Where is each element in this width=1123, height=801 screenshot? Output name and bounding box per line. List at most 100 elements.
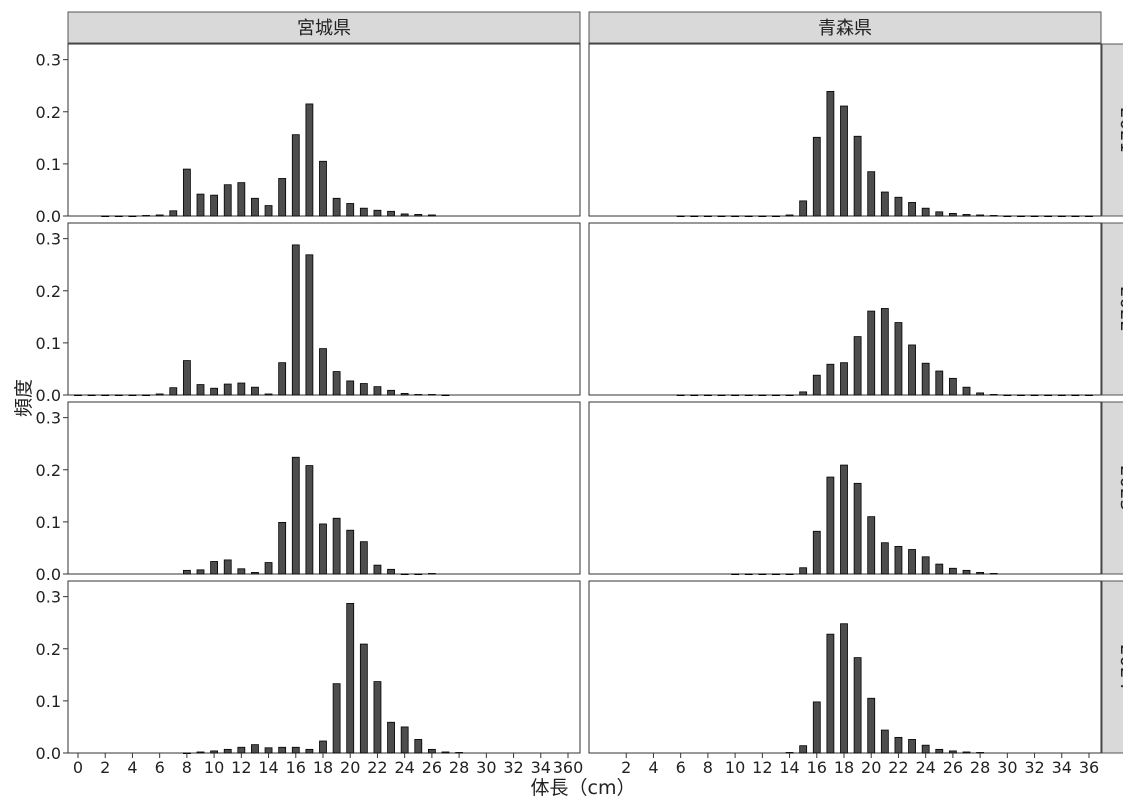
bar	[799, 745, 808, 754]
y-tick-label: 0.2	[36, 640, 61, 659]
bar	[976, 214, 985, 217]
bar	[894, 545, 903, 575]
bar	[772, 215, 780, 218]
bar	[785, 752, 794, 754]
bar	[427, 748, 436, 754]
y-tick-label: 0.0	[36, 565, 61, 584]
y-tick-label: 0.1	[36, 334, 61, 353]
bar	[948, 567, 957, 575]
bar	[731, 394, 740, 397]
bar	[989, 215, 998, 217]
bar	[921, 362, 930, 396]
bar	[703, 394, 712, 397]
bar	[223, 748, 232, 754]
bar	[853, 336, 862, 396]
bar	[772, 573, 780, 576]
panels	[67, 43, 1102, 755]
bar	[278, 522, 287, 575]
bar	[387, 721, 395, 754]
x-tick-label: 28	[449, 758, 469, 777]
bar	[291, 456, 300, 575]
bar	[989, 573, 998, 575]
bar	[1003, 394, 1012, 397]
row-strip-label: 2024	[1116, 644, 1123, 690]
x-tick-label: 18	[313, 758, 333, 777]
bar	[319, 160, 327, 217]
bar	[867, 310, 876, 396]
bar	[264, 562, 273, 575]
bar	[264, 393, 273, 396]
bar	[867, 697, 876, 754]
x-tick-label: 36	[1079, 758, 1099, 777]
bar	[758, 394, 767, 397]
bar	[332, 517, 341, 575]
bar	[251, 744, 259, 754]
bar	[414, 394, 423, 396]
bar	[948, 750, 957, 754]
bar	[196, 384, 205, 396]
bar	[744, 394, 753, 397]
bar	[210, 561, 219, 575]
bar	[935, 748, 944, 754]
bar	[278, 178, 287, 217]
bar	[359, 383, 368, 396]
bar	[359, 643, 368, 754]
bar	[196, 193, 205, 217]
bar	[853, 482, 862, 575]
bar	[799, 391, 808, 396]
x-tick-label: 12	[231, 758, 251, 777]
bar	[400, 573, 409, 576]
bar	[1071, 394, 1080, 397]
x-tick-label: 16	[286, 758, 306, 777]
y-tick-label: 0.0	[36, 386, 61, 405]
bar	[305, 465, 314, 575]
bar	[427, 214, 436, 217]
bar	[196, 751, 205, 754]
bar	[359, 207, 368, 217]
column-strips: 宮城県 青森県	[67, 11, 1102, 44]
y-tick-label: 0.3	[36, 409, 61, 428]
bar	[210, 387, 219, 396]
bar	[976, 572, 985, 575]
y-tick-label: 0.0	[36, 207, 61, 226]
bar	[210, 750, 219, 754]
x-axis-title: 体長（cm）	[531, 777, 636, 799]
bar	[867, 516, 876, 575]
bar	[319, 348, 327, 396]
bar	[182, 360, 191, 396]
x-tick-label: 6	[155, 758, 165, 777]
x-tick-label: 24	[915, 758, 935, 777]
row-strip	[1101, 580, 1123, 754]
bar	[690, 215, 699, 218]
bar	[223, 383, 232, 396]
y-tick-label: 0.0	[36, 744, 61, 763]
bar	[676, 394, 685, 397]
x-tick-label: 0	[73, 758, 83, 777]
bar	[853, 135, 862, 217]
bar	[237, 746, 246, 754]
column-strip-label: 宮城県	[297, 18, 351, 39]
bar	[1044, 215, 1053, 218]
x-axes: 0 2 4 6 8 10 12 14 16 18 20 22 24 26 28 30 32 34 360 2 4 6 8 10…	[73, 753, 1099, 777]
x-tick-label: 26	[422, 758, 442, 777]
bar	[921, 556, 930, 575]
bar	[169, 210, 178, 217]
bar	[703, 215, 712, 218]
bar	[840, 464, 848, 575]
bar	[359, 541, 368, 575]
x-tick-label: 2	[100, 758, 110, 777]
bar	[785, 394, 794, 397]
bar	[400, 393, 409, 396]
bar	[921, 207, 930, 217]
bar	[799, 200, 808, 217]
bar	[717, 394, 726, 397]
bar	[427, 573, 436, 575]
bar	[948, 212, 957, 217]
bar	[676, 215, 685, 218]
bar	[346, 529, 355, 575]
bar	[812, 530, 821, 575]
row-strip	[1101, 43, 1123, 217]
bar	[908, 344, 916, 396]
bar	[223, 184, 232, 217]
x-tick-label: 32	[503, 758, 523, 777]
